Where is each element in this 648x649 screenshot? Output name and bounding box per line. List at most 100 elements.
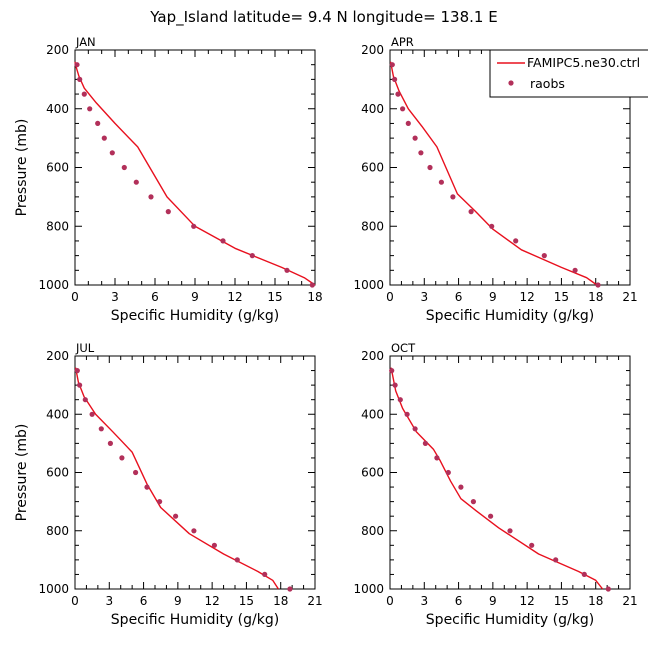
raobs-point <box>450 194 456 200</box>
raobs-point <box>89 411 95 417</box>
x-tick-label: 15 <box>554 594 569 608</box>
y-tick-label: 600 <box>361 161 384 175</box>
panel-jul: JUL 0 3 6 9 12 15 18 21 200 400 600 800 1000 Specific … <box>14 341 323 628</box>
raobs-point <box>144 484 150 490</box>
model-profile-line <box>74 367 279 590</box>
panel-label: JUL <box>75 341 95 355</box>
raobs-point <box>87 106 93 112</box>
x-tick-label: 21 <box>622 290 637 304</box>
raobs-point <box>211 542 217 548</box>
x-axis-label: Specific Humidity (g/kg) <box>111 308 279 324</box>
x-tick-label: 0 <box>386 290 394 304</box>
raobs-point <box>400 106 406 112</box>
raobs-point <box>121 164 127 171</box>
raobs-point <box>191 528 197 534</box>
x-tick-label: 9 <box>191 290 199 304</box>
raobs-point <box>412 135 418 141</box>
raobs-point <box>82 397 88 403</box>
panel-label: APR <box>391 35 414 49</box>
x-tick-label: 15 <box>267 290 282 304</box>
model-profile-line <box>389 61 598 286</box>
x-tick-label: 3 <box>111 290 119 304</box>
raobs-point <box>418 150 424 156</box>
y-tick-label: 400 <box>361 407 384 421</box>
y-tick-label: 400 <box>46 407 69 421</box>
x-tick-label: 18 <box>588 290 603 304</box>
x-tick-label: 15 <box>554 290 569 304</box>
y-tick-label: 200 <box>361 349 384 363</box>
raobs-point <box>529 542 535 548</box>
raobs-point <box>77 382 83 388</box>
x-tick-label: 6 <box>455 594 463 608</box>
y-tick-label: 600 <box>46 161 69 175</box>
raobs-point <box>392 76 398 82</box>
raobs-point <box>95 120 101 126</box>
x-tick-label: 12 <box>227 290 242 304</box>
panel-label: JAN <box>75 35 96 49</box>
raobs-point <box>148 194 154 200</box>
x-axis-label: Specific Humidity (g/kg) <box>111 612 279 628</box>
raobs-point <box>434 455 440 461</box>
raobs-point <box>284 267 290 273</box>
raobs-point <box>220 238 226 244</box>
raobs-point <box>405 120 411 126</box>
raobs-point <box>389 62 395 68</box>
raobs-point <box>309 282 315 288</box>
y-tick-label: 1000 <box>353 582 384 596</box>
raobs-point <box>458 484 464 490</box>
raobs-point <box>581 571 587 578</box>
plot-frame <box>389 355 631 590</box>
y-tick-label: 400 <box>361 102 384 116</box>
x-axis-label: Specific Humidity (g/kg) <box>426 308 594 324</box>
panel-apr: APR 0 3 6 9 12 15 18 21 200 400 600 800 1000 Specific … <box>353 35 637 324</box>
raobs-point <box>404 411 410 417</box>
raobs-point <box>98 426 104 432</box>
x-tick-label: 18 <box>307 290 322 304</box>
legend: FAMIPC5.ne30.ctrl raobs <box>489 49 648 98</box>
x-tick-label: 12 <box>520 290 535 304</box>
legend-box <box>489 49 648 98</box>
y-tick-label: 600 <box>46 466 69 480</box>
x-tick-label: 0 <box>386 594 394 608</box>
x-tick-label: 9 <box>489 290 497 304</box>
raobs-point <box>165 209 171 215</box>
y-tick-label: 1000 <box>38 278 69 292</box>
x-tick-label: 0 <box>71 290 79 304</box>
figure-title: Yap_Island latitude= 9.4 N longitude= 13… <box>149 8 497 27</box>
x-tick-label: 3 <box>105 594 113 608</box>
raobs-point <box>74 368 80 374</box>
x-tick-label: 6 <box>455 290 463 304</box>
y-tick-label: 600 <box>361 466 384 480</box>
x-tick-label: 18 <box>273 594 288 608</box>
raobs-point <box>249 253 255 259</box>
y-tick-label: 800 <box>361 219 384 233</box>
y-tick-label: 200 <box>46 43 69 57</box>
x-tick-label: 21 <box>307 594 322 608</box>
x-axis-label: Specific Humidity (g/kg) <box>426 612 594 628</box>
raobs-point <box>470 499 476 505</box>
raobs-point <box>468 209 474 215</box>
raobs-point <box>438 179 444 185</box>
x-tick-label: 18 <box>588 594 603 608</box>
panel-label: OCT <box>391 341 416 355</box>
raobs-point <box>595 282 601 288</box>
raobs-point <box>74 62 80 68</box>
raobs-point <box>133 469 139 476</box>
y-tick-label: 1000 <box>353 278 384 292</box>
raobs-point <box>119 455 125 461</box>
y-tick-label: 800 <box>361 524 384 538</box>
y-tick-label: 800 <box>46 219 69 233</box>
legend-obs-swatch <box>508 80 514 86</box>
raobs-point <box>422 440 428 446</box>
x-tick-label: 3 <box>420 290 428 304</box>
x-tick-label: 9 <box>174 594 182 608</box>
raobs-point <box>262 571 268 578</box>
legend-model-label: FAMIPC5.ne30.ctrl <box>527 55 640 70</box>
plot-frame <box>74 49 316 286</box>
model-profile-line <box>74 61 316 286</box>
raobs-point <box>191 223 197 229</box>
raobs-point <box>234 557 240 563</box>
x-tick-label: 12 <box>205 594 220 608</box>
panel-oct: OCT 0 3 6 9 12 15 18 21 200 400 600 800 1000 Specific … <box>353 341 637 628</box>
